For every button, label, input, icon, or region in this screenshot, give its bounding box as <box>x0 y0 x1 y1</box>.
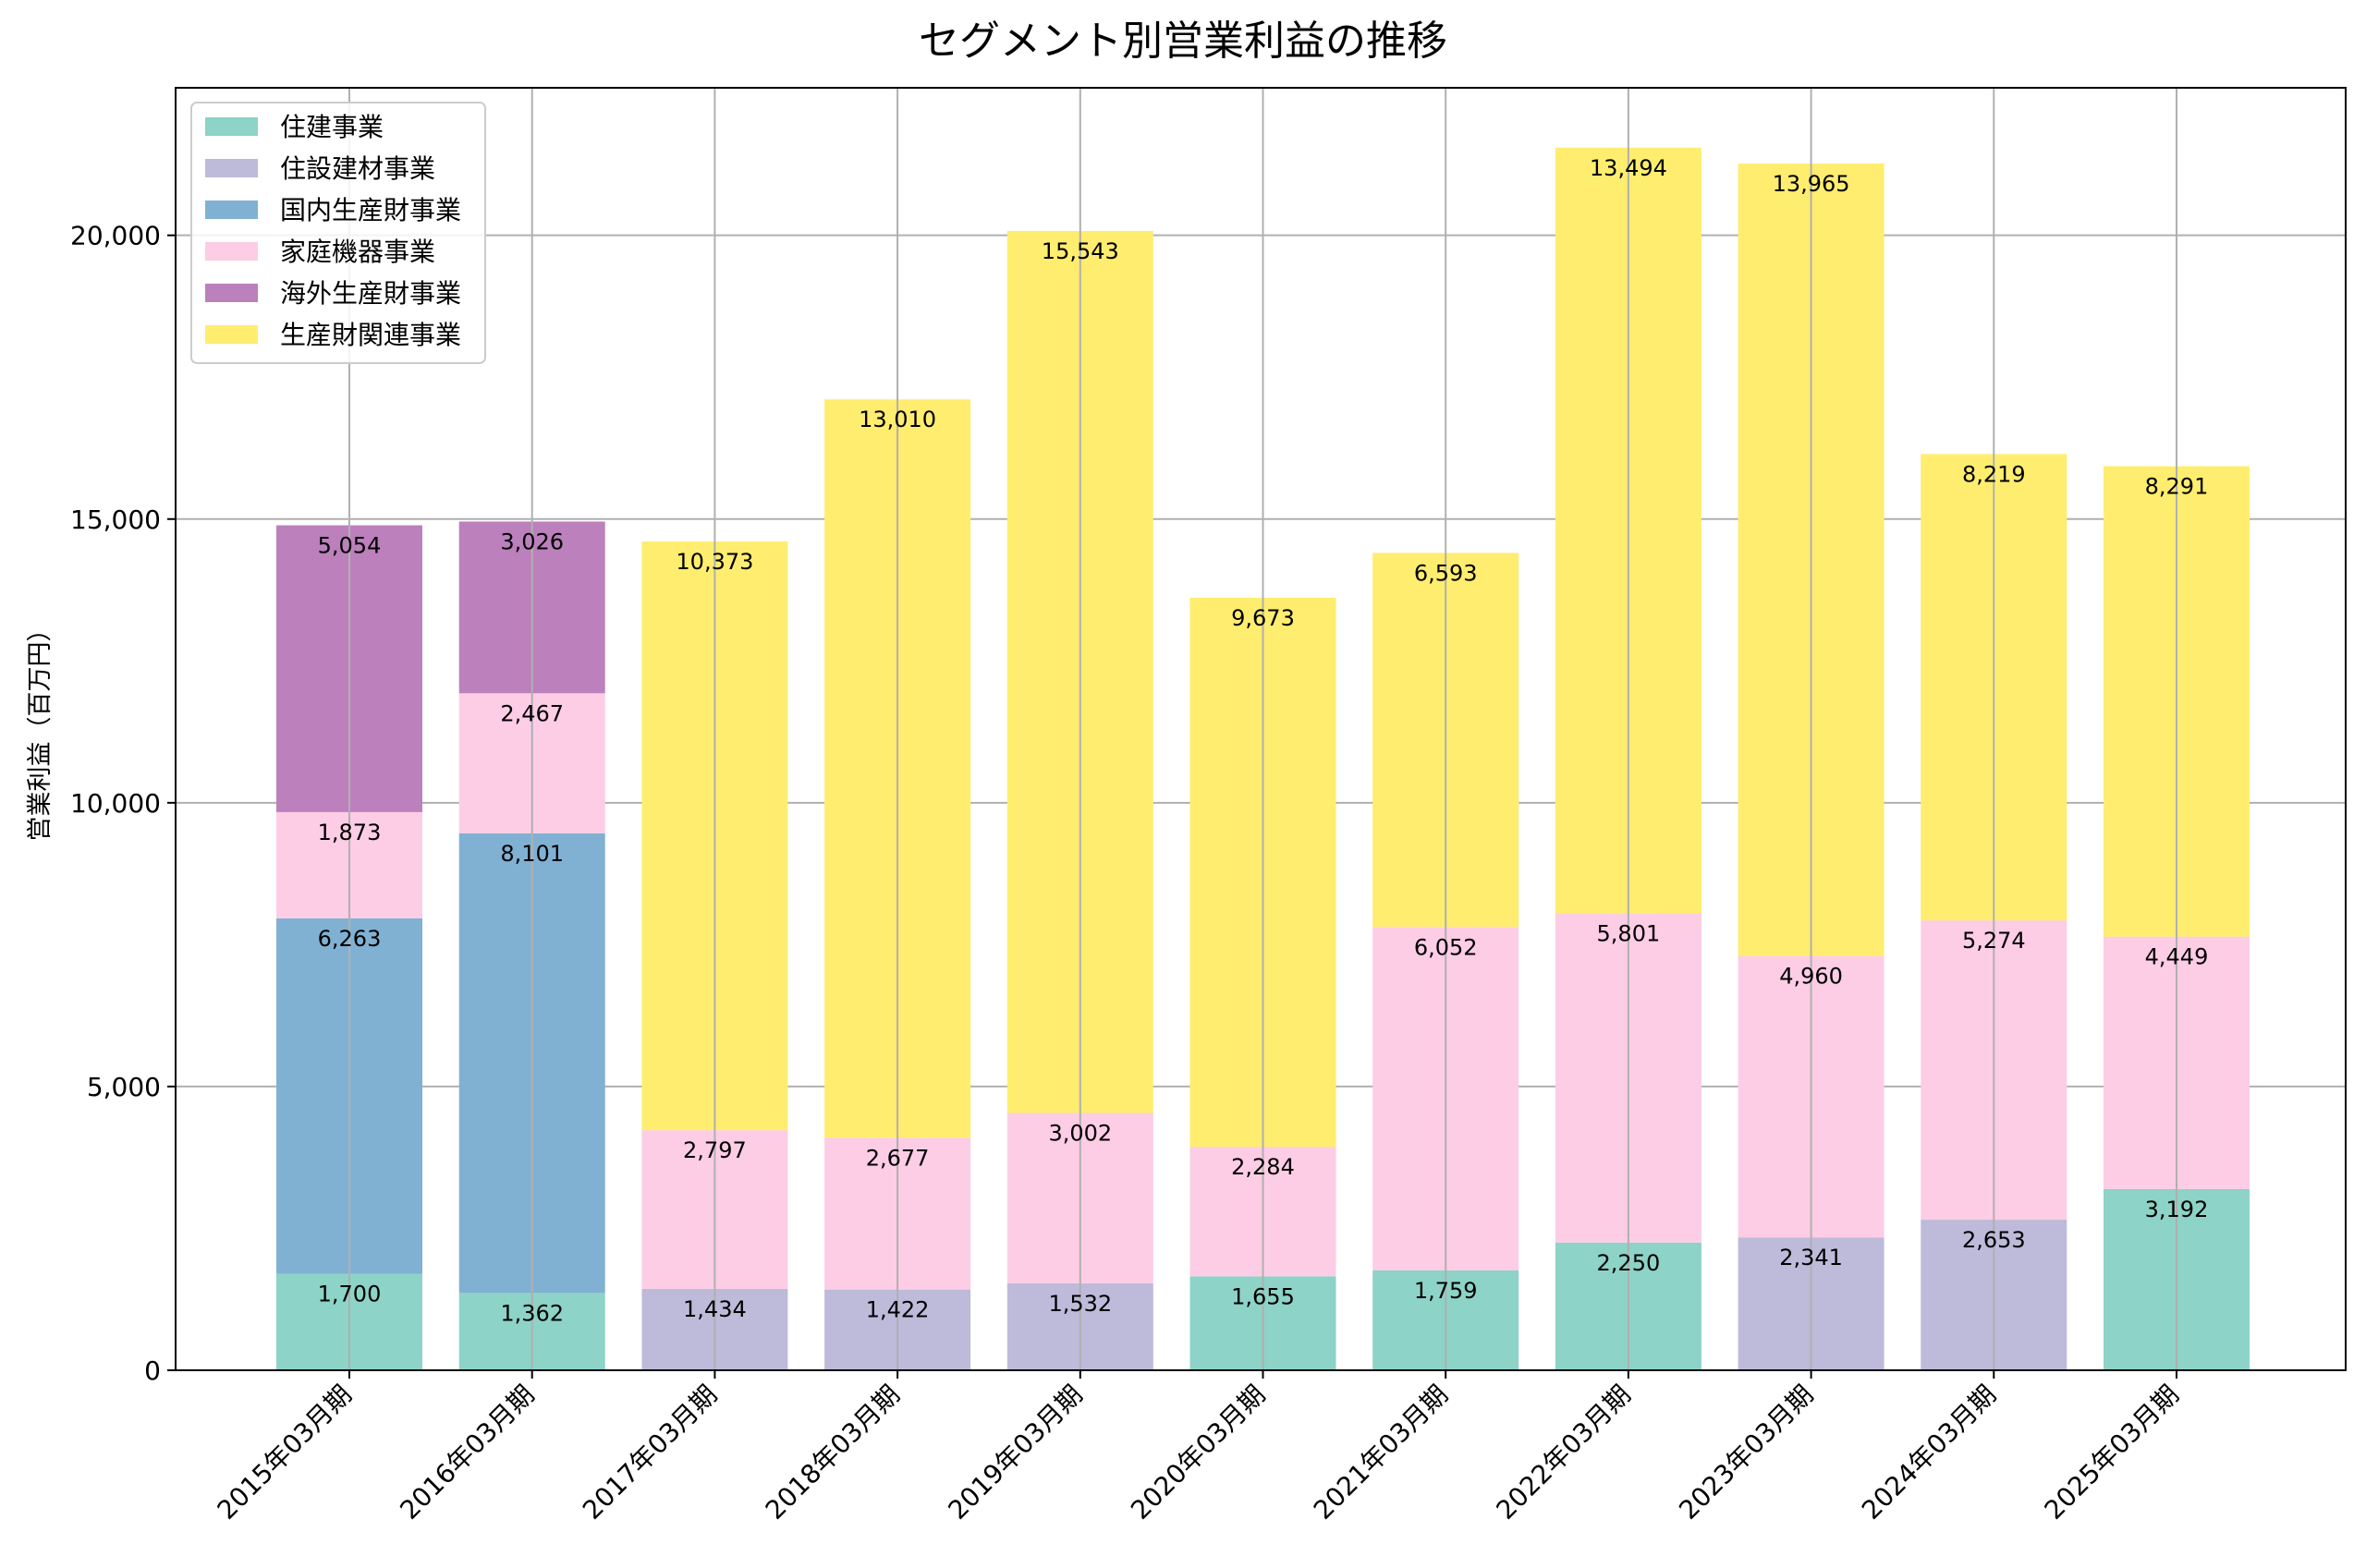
data-label: 2,467 <box>500 700 564 726</box>
data-label: 10,373 <box>676 549 753 575</box>
data-label: 4,449 <box>2145 944 2209 970</box>
data-label: 13,010 <box>859 407 936 432</box>
x-tick-label: 2015年03月期 <box>212 1380 358 1525</box>
legend-box <box>190 102 486 364</box>
legend-label: 国内生産財事業 <box>280 195 461 225</box>
legend-swatch <box>205 284 258 302</box>
x-tick-label: 2016年03月期 <box>394 1380 540 1525</box>
data-label: 5,274 <box>1962 928 2026 954</box>
data-label: 1,422 <box>866 1297 930 1323</box>
data-label: 1,759 <box>1414 1278 1478 1304</box>
data-label: 2,677 <box>866 1145 930 1171</box>
data-label: 15,543 <box>1042 238 1119 264</box>
y-tick-label: 5,000 <box>87 1072 161 1102</box>
data-label: 8,291 <box>2145 474 2209 500</box>
legend-swatch <box>205 242 258 261</box>
legend-label: 家庭機器事業 <box>280 237 435 267</box>
data-label: 8,101 <box>500 841 564 867</box>
data-label: 2,797 <box>683 1137 747 1163</box>
data-labels-layer: 1,700 6,263 1,873 5,054 1,362 8,101 2,467 3,026… <box>318 155 2209 1327</box>
data-label: 13,494 <box>1590 155 1667 181</box>
vertical-grid-layer <box>348 88 2177 1370</box>
legend-label: 海外生産財事業 <box>280 278 461 309</box>
y-tick-label: 0 <box>144 1355 161 1386</box>
legend-swatch <box>205 201 258 219</box>
data-label: 6,263 <box>318 926 382 952</box>
x-tick-label: 2025年03月期 <box>2039 1380 2185 1525</box>
data-label: 1,362 <box>500 1300 564 1326</box>
x-tick-label: 2021年03月期 <box>1308 1380 1454 1525</box>
y-tick-label: 15,000 <box>70 504 161 535</box>
data-label: 1,873 <box>318 820 382 845</box>
data-label: 1,655 <box>1231 1283 1295 1309</box>
data-label: 2,250 <box>1597 1250 1661 1276</box>
data-label: 3,192 <box>2145 1197 2209 1222</box>
legend-swatch <box>205 117 258 136</box>
data-label: 6,593 <box>1414 560 1478 586</box>
data-label: 3,002 <box>1048 1121 1112 1147</box>
x-tick-label: 2020年03月期 <box>1125 1380 1271 1525</box>
chart-title: セグメント別営業利益の推移 <box>919 18 1447 65</box>
data-label: 6,052 <box>1414 934 1478 960</box>
x-tick-label: 2017年03月期 <box>577 1380 723 1525</box>
data-label: 5,054 <box>318 533 382 559</box>
x-tick-label: 2024年03月期 <box>1856 1380 2002 1525</box>
data-label: 4,960 <box>1779 964 1843 990</box>
plot-frame <box>175 87 2347 1371</box>
legend-label: 住建事業 <box>280 112 384 142</box>
data-label: 1,434 <box>683 1296 747 1322</box>
y-tick-label: 10,000 <box>70 788 161 819</box>
data-label: 1,532 <box>1048 1291 1112 1317</box>
legend-label: 住設建材事業 <box>280 153 435 184</box>
y-axis-label: 営業利益（百万円） <box>26 617 55 842</box>
data-label: 2,341 <box>1779 1245 1843 1270</box>
data-label: 13,965 <box>1773 171 1850 197</box>
x-tick-label: 2023年03月期 <box>1673 1380 1819 1525</box>
legend-label: 生産財関連事業 <box>280 320 461 350</box>
legend-swatch <box>205 325 258 344</box>
data-label: 3,026 <box>500 529 564 554</box>
data-label: 1,700 <box>318 1282 382 1307</box>
x-tick-label: 2018年03月期 <box>760 1380 906 1525</box>
y-tick-label: 20,000 <box>70 221 161 251</box>
x-tick-label: 2019年03月期 <box>942 1380 1088 1525</box>
data-label: 5,801 <box>1597 921 1661 947</box>
data-label: 9,673 <box>1231 605 1295 631</box>
data-label: 2,284 <box>1231 1154 1295 1180</box>
data-label: 8,219 <box>1962 461 2026 487</box>
legend-swatch <box>205 159 258 177</box>
data-label: 2,653 <box>1962 1227 2026 1253</box>
x-tick-label: 2022年03月期 <box>1491 1380 1637 1525</box>
